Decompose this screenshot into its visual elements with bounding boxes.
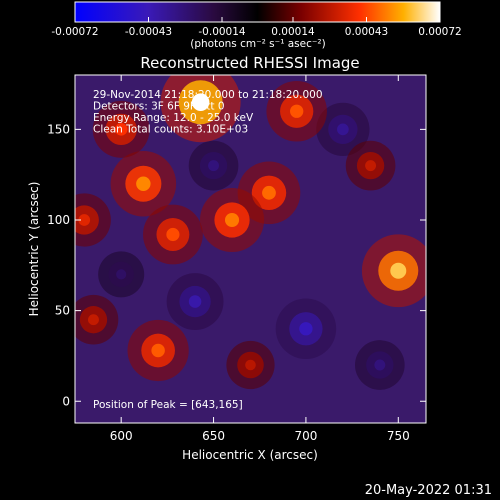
chart-title: Reconstructed RHESSI Image: [140, 54, 359, 72]
y-tick-label: 150: [47, 122, 70, 136]
heatmap-region-peak: [136, 176, 151, 191]
footer-date: 20-May-2022 01:31: [365, 483, 492, 498]
x-tick-label: 600: [110, 429, 133, 443]
heatmap-region-peak: [208, 160, 220, 172]
y-tick-label: 50: [55, 304, 70, 318]
plot-area: 600 650 700 750 0 50 100 150: [47, 74, 427, 443]
heatmap-region-peak: [390, 262, 407, 279]
heatmap-image: [75, 75, 426, 390]
heatmap-region-peak: [337, 123, 349, 136]
annotation-line: Detectors: 3F 6F 9F Att 0: [93, 101, 225, 113]
y-tick-label: 0: [62, 394, 70, 408]
colorbar-tick-label: 0.00014: [271, 26, 315, 38]
peak-position-label: Position of Peak = [643,165]: [93, 399, 243, 411]
colorbar-unit-label: (photons cm⁻² s⁻¹ asec⁻²): [190, 38, 325, 50]
x-tick-label: 750: [387, 429, 410, 443]
colorbar: -0.00072 -0.00043 -0.00014 0.00014 0.00043 0.…: [51, 1, 462, 50]
heatmap-region-peak: [374, 359, 386, 371]
annotation-line: Energy Range: 12.0 - 25.0 keV: [93, 112, 254, 124]
colorbar-ticks: -0.00072 -0.00043 -0.00014 0.00014 0.00043 0.…: [51, 17, 462, 38]
heatmap-region-peak: [88, 314, 99, 326]
plot-frame: [74, 74, 427, 424]
heatmap-region-peak: [299, 322, 313, 336]
annotation-block: 29-Nov-2014 21:18:20.000 to 21:18:20.000…: [93, 89, 323, 136]
colorbar-frame: [74, 1, 441, 23]
heatmap-region-peak: [78, 214, 91, 226]
colorbar-tick-label: 0.00043: [345, 26, 388, 38]
heatmap-region-peak: [166, 227, 180, 242]
heatmap-region-peak: [188, 295, 202, 308]
heatmap-region-peak: [245, 359, 256, 371]
axis-ticks: 600 650 700 750 0 50 100 150: [47, 75, 426, 443]
annotation-line: 29-Nov-2014 21:18:20.000 to 21:18:20.000: [93, 89, 323, 101]
heatmap-region-peak: [224, 212, 240, 228]
heatmap-region-peak: [365, 160, 377, 172]
colorbar-tick-label: 0.00072: [418, 26, 461, 38]
heatmap-region-peak: [116, 269, 127, 280]
colorbar-tick-label: -0.00043: [125, 26, 172, 38]
heatmap-region-peak: [114, 123, 128, 136]
y-tick-label: 100: [47, 213, 70, 227]
colorbar-tick-label: -0.00072: [51, 26, 98, 38]
x-tick-label: 700: [294, 429, 317, 443]
x-axis-label: Heliocentric X (arcsec): [182, 448, 318, 462]
heatmap-region-peak: [262, 185, 276, 200]
heatmap-region-peak: [151, 343, 165, 358]
colorbar-gradient: [75, 2, 440, 22]
y-axis-label: Heliocentric Y (arcsec): [27, 182, 41, 317]
x-tick-label: 650: [202, 429, 225, 443]
colorbar-tick-label: -0.00014: [198, 26, 246, 38]
annotation-line: Clean Total counts: 3.10E+03: [93, 124, 248, 136]
heatmap-region-peak: [191, 93, 210, 111]
heatmap-region-peak: [290, 104, 304, 118]
